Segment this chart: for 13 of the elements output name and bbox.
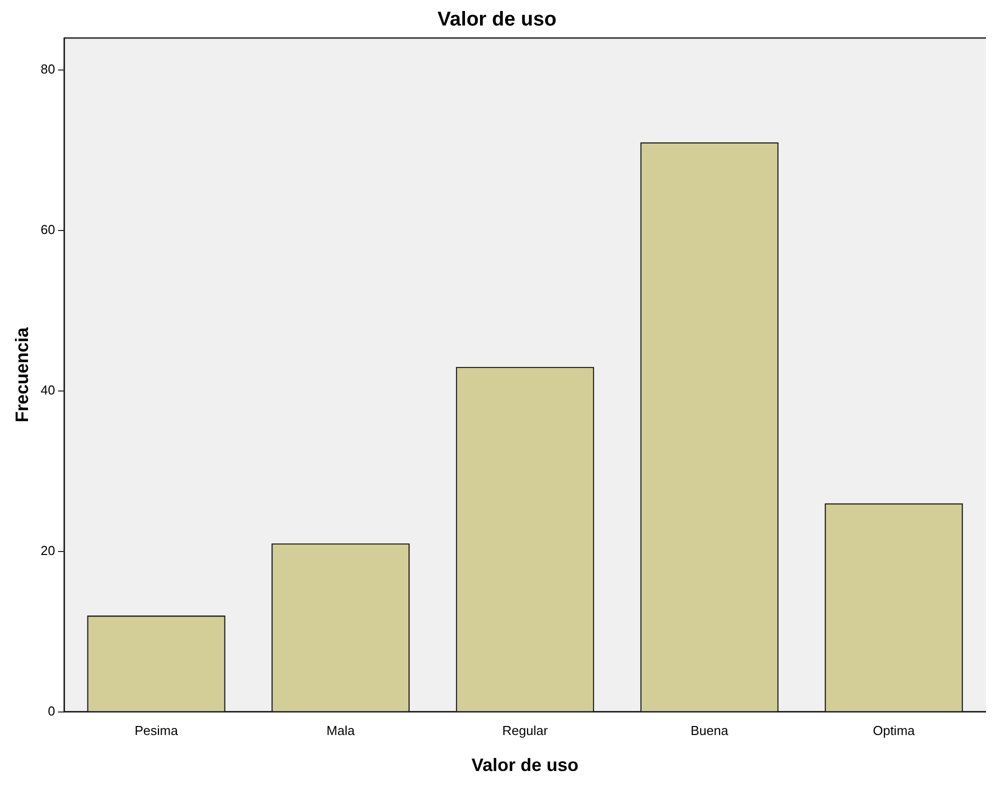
x-tick-label: Buena <box>690 723 729 738</box>
y-tick-label: 20 <box>40 542 56 558</box>
y-tick-label: 40 <box>40 382 56 398</box>
x-tick-label: Regular <box>502 723 548 738</box>
x-tick-label: Mala <box>326 723 356 738</box>
y-axis-title: Frecuencia <box>12 326 32 422</box>
y-tick-label: 60 <box>40 222 56 238</box>
y-tick-label: 80 <box>40 62 56 77</box>
chart-title: Valor de uso <box>438 8 556 31</box>
x-axis-title: Valor de uso <box>472 755 579 776</box>
x-tick-label: Optima <box>872 723 916 738</box>
x-tick-label: Pesima <box>134 723 179 738</box>
y-tick-label: 0 <box>48 703 56 718</box>
